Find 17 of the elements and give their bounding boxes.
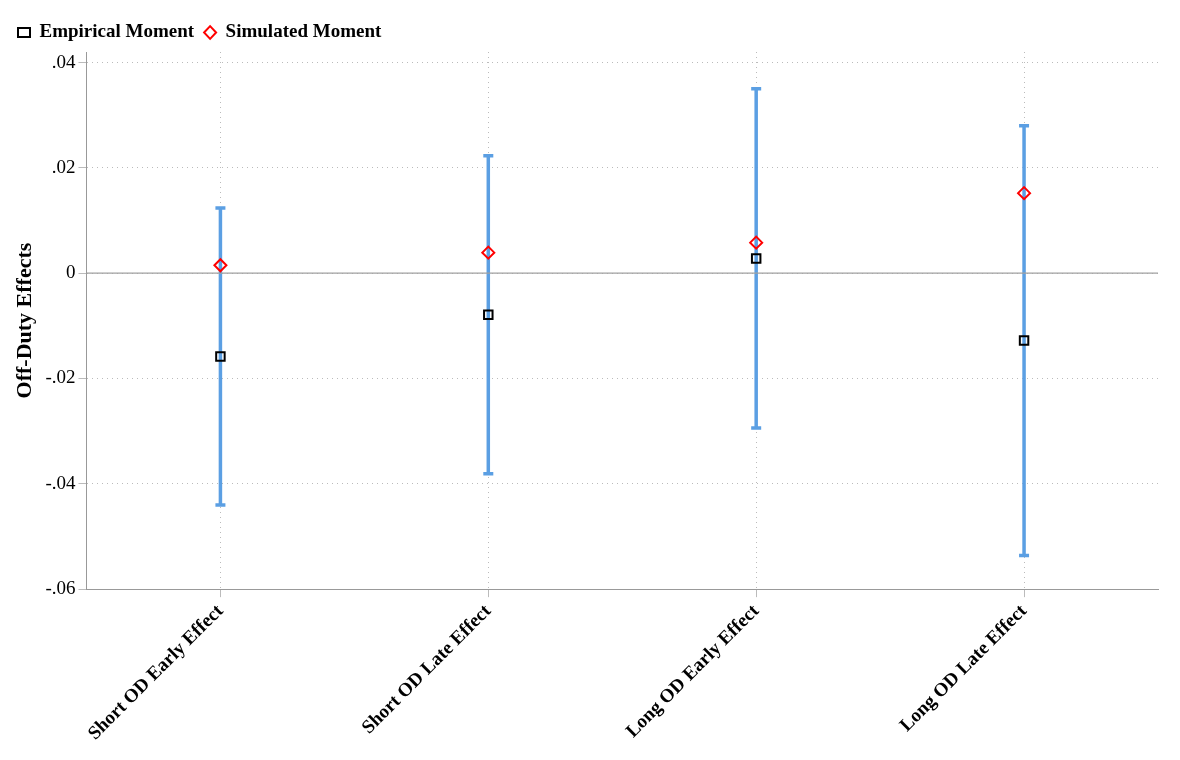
point [481, 245, 496, 260]
y-tick-label: .04 [51, 50, 76, 72]
point [215, 351, 226, 362]
y-tick-label: 0 [65, 261, 76, 283]
y-axis-title: Off-Duty Effects [10, 242, 36, 399]
y-tick-label: -.06 [45, 577, 76, 599]
y-tick-label: -.04 [45, 471, 76, 493]
point [1017, 186, 1032, 201]
y-tick-label: -.02 [45, 366, 76, 388]
point [483, 309, 494, 321]
point [1018, 335, 1030, 346]
legend-label: Simulated Moment [225, 20, 382, 42]
point [213, 258, 228, 273]
point [750, 253, 762, 264]
legend-label: Empirical Moment [39, 20, 195, 42]
point [749, 235, 764, 250]
y-tick-label: .02 [51, 155, 76, 177]
